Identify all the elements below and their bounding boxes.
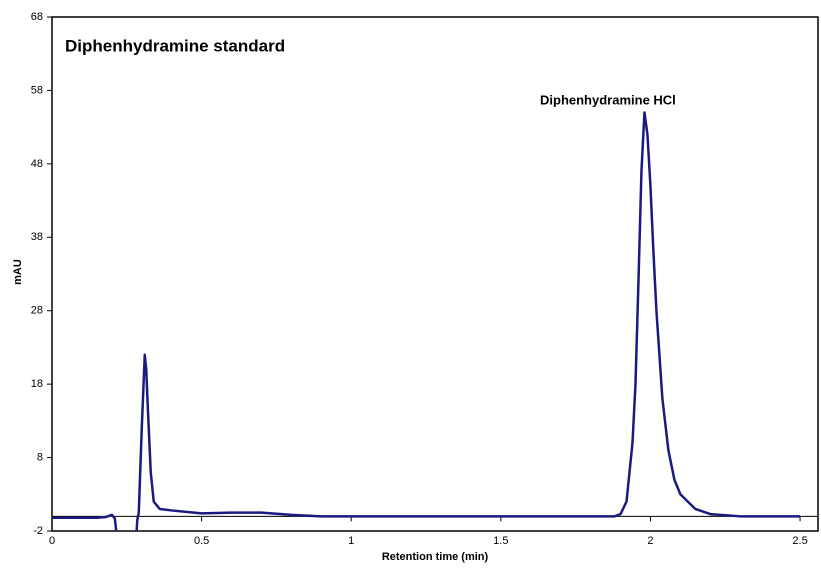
x-tick-label: 2.5	[792, 535, 807, 547]
y-tick-label: 38	[31, 231, 43, 243]
x-tick-label: 0.5	[194, 535, 209, 547]
y-tick-label: 68	[31, 11, 43, 23]
y-tick-label: 48	[31, 158, 43, 170]
plot-area	[52, 111, 801, 531]
y-tick-label: 28	[31, 305, 43, 317]
x-tick-label: 0	[49, 535, 55, 547]
y-axis-label: mAU	[12, 259, 24, 285]
plot-frame	[51, 16, 819, 532]
x-tick-label: 1.5	[493, 535, 508, 547]
trace-line	[52, 111, 801, 531]
y-tick-label: 8	[37, 451, 43, 463]
y-tick-label: -2	[33, 525, 43, 537]
annotation: Diphenhydramine HCl	[540, 92, 676, 107]
y-tick-label: 58	[31, 84, 43, 96]
y-tick-label: 18	[31, 378, 43, 390]
chart-title: Diphenhydramine standard	[65, 36, 285, 55]
x-tick-label: 1	[348, 535, 354, 547]
x-tick-label: 2	[647, 535, 653, 547]
x-axis-label: Retention time (min)	[382, 551, 489, 563]
